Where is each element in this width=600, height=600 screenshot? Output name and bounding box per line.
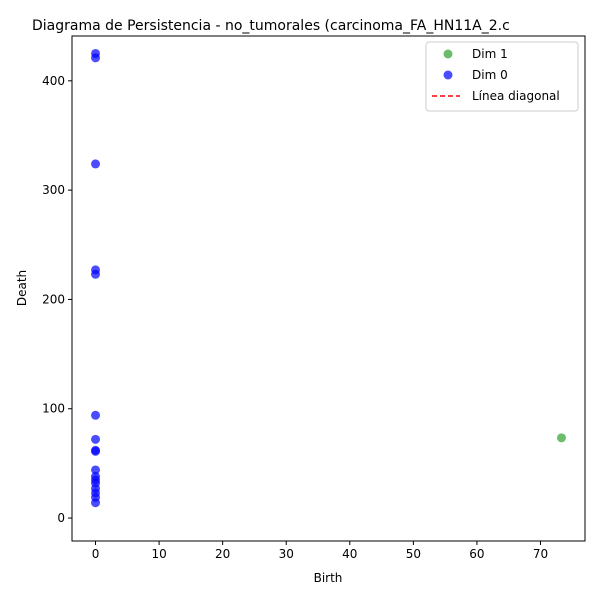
data-point-dim0 <box>91 498 101 508</box>
legend-label-dim1: Dim 1 <box>472 47 508 61</box>
y-axis: 0 100 200 300 400 <box>42 74 72 525</box>
y-axis-label: Death <box>15 270 29 306</box>
y-tick-label: 100 <box>42 402 65 416</box>
plot-area <box>91 48 566 508</box>
x-tick-label: 0 <box>92 547 100 561</box>
legend-marker-dim1 <box>443 49 453 59</box>
data-point-dim0 <box>91 434 101 444</box>
data-point-dim0 <box>91 269 101 279</box>
x-axis: 0 10 20 30 40 50 60 70 <box>92 541 548 561</box>
y-tick-label: 300 <box>42 183 65 197</box>
legend: Dim 1 Dim 0 Línea diagonal <box>425 41 579 112</box>
data-point-dim0 <box>91 465 101 475</box>
y-tick-label: 0 <box>57 511 65 525</box>
x-tick-label: 70 <box>533 547 548 561</box>
legend-label-dim0: Dim 0 <box>472 68 508 82</box>
data-point-dim0 <box>91 410 101 420</box>
y-tick-label: 400 <box>42 74 65 88</box>
x-tick-label: 10 <box>151 547 166 561</box>
x-tick-label: 50 <box>406 547 421 561</box>
data-point-dim0 <box>91 159 101 169</box>
legend-marker-dim0 <box>443 70 453 80</box>
data-point-dim0 <box>91 53 101 63</box>
x-tick-label: 20 <box>215 547 230 561</box>
data-point-dim1 <box>556 433 566 443</box>
x-axis-label: Birth <box>314 571 343 585</box>
plot-frame <box>71 35 586 542</box>
x-tick-label: 60 <box>469 547 484 561</box>
x-tick-label: 30 <box>279 547 294 561</box>
y-tick-label: 200 <box>42 292 65 306</box>
chart-title: Diagrama de Persistencia - no_tumorales … <box>32 18 510 34</box>
legend-box <box>425 41 579 112</box>
data-point-dim0 <box>91 446 101 456</box>
legend-label-diagonal: Línea diagonal <box>472 89 560 103</box>
x-tick-label: 40 <box>342 547 357 561</box>
